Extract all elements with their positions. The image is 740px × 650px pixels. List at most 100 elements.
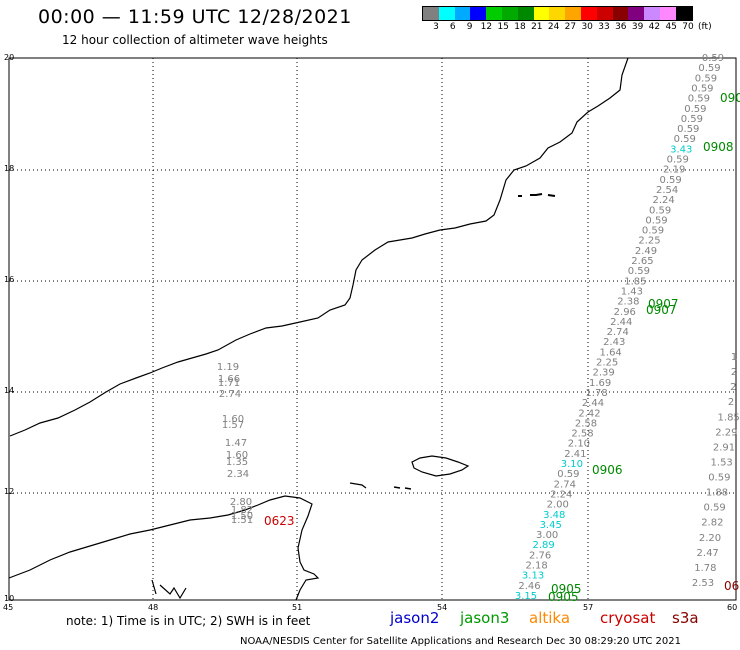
legend-swatch-0 bbox=[423, 7, 439, 20]
legend-label-8: 27 bbox=[564, 22, 577, 32]
swh-east-15: 2.53 bbox=[692, 578, 714, 589]
lat-label-20: 20 bbox=[4, 53, 15, 62]
legend-label-0: 3 bbox=[433, 22, 439, 32]
pass-time-0623: 0623 bbox=[264, 514, 295, 528]
legend-label-13: 42 bbox=[648, 22, 661, 32]
swh-main-13: 2.54 bbox=[656, 185, 678, 196]
swh-east-7: 1.53 bbox=[711, 457, 733, 468]
lat-label-16: 16 bbox=[4, 275, 15, 284]
legend-swatch-11 bbox=[596, 7, 613, 20]
swh-east-10: 0.59 bbox=[704, 503, 726, 514]
footer-note: note: 1) Time is in UTC; 2) SWH is in fe… bbox=[66, 614, 311, 628]
legend-swatch-2 bbox=[454, 7, 471, 20]
swh-main-40: 3.10 bbox=[561, 459, 583, 470]
swh-main-53: 3.15 bbox=[515, 591, 537, 602]
pass-time-0906: 0906 bbox=[592, 463, 623, 477]
legend-label-14: 45 bbox=[665, 22, 677, 32]
swh-west-9: 2.34 bbox=[227, 469, 249, 480]
legend-swatch-16 bbox=[675, 7, 692, 20]
swh-west-10: 2.80 bbox=[230, 497, 252, 508]
swh-main-10: 0.59 bbox=[667, 155, 689, 166]
swh-west-12: 1.50 bbox=[231, 511, 253, 522]
swh-main-7: 0.59 bbox=[677, 124, 699, 135]
swh-main-32: 1.69 bbox=[589, 378, 611, 389]
swh-main-45: 3.48 bbox=[543, 510, 565, 521]
swh-main-22: 1.85 bbox=[624, 276, 646, 287]
pass-time-0907a: 0907 bbox=[648, 297, 679, 311]
swh-main-12: 0.59 bbox=[660, 175, 682, 186]
swh-main-4: 0.59 bbox=[688, 94, 710, 105]
swh-west-2: 1.71 bbox=[218, 378, 240, 389]
swh-main-23: 1.43 bbox=[621, 286, 643, 297]
sat-jason2: jason2 bbox=[390, 609, 440, 627]
swh-main-47: 3.00 bbox=[536, 530, 558, 541]
legend-label-9: 30 bbox=[581, 22, 593, 32]
ground-track-west: 1.191.661.712.741.601.571.471.601.352.34… bbox=[217, 362, 253, 526]
legend-swatch-15 bbox=[659, 7, 676, 20]
swh-east-5: 2.29 bbox=[715, 427, 737, 438]
swh-main-15: 0.59 bbox=[649, 205, 671, 216]
swh-main-52: 2.46 bbox=[518, 581, 540, 592]
swh-main-46: 3.45 bbox=[540, 520, 562, 531]
swh-main-27: 2.74 bbox=[607, 327, 629, 338]
somalia-coastline bbox=[8, 495, 320, 601]
swh-west-4: 1.60 bbox=[222, 414, 244, 425]
swh-east-1: 2 bbox=[731, 367, 737, 378]
ground-track-main: 0.590.590.590.590.590.590.590.590.593.43… bbox=[515, 53, 724, 602]
swh-west-0: 1.19 bbox=[217, 362, 239, 373]
swh-east-14: 1.78 bbox=[694, 563, 716, 574]
arabian-coastline bbox=[9, 57, 629, 437]
swh-main-29: 1.64 bbox=[600, 347, 622, 358]
swh-east-8: 0.59 bbox=[708, 473, 730, 484]
pass-time-0909: 0909 bbox=[720, 91, 740, 105]
island-socotra bbox=[411, 455, 470, 477]
swh-east-9: 1.88 bbox=[706, 488, 728, 499]
swh-main-34: 2.44 bbox=[582, 398, 604, 409]
ground-track-east: 1 2 2 2 1.85 2.29 2.91 1.53 0.59 1.88 0.59 2.82 2.20… bbox=[692, 352, 740, 589]
swh-main-33: 1.78 bbox=[585, 388, 607, 399]
swh-main-2: 0.59 bbox=[695, 73, 717, 84]
swh-main-19: 2.49 bbox=[635, 246, 657, 257]
legend-label-1: 6 bbox=[449, 22, 456, 32]
legend-swatch-4 bbox=[486, 7, 502, 20]
pass-time-0905a: 0905 bbox=[551, 582, 582, 596]
swh-main-48: 2.89 bbox=[533, 540, 555, 551]
island-small-1 bbox=[349, 482, 367, 489]
swh-main-1: 0.59 bbox=[698, 63, 720, 74]
swh-west-11: 1.82 bbox=[231, 505, 253, 516]
swh-west-6: 1.47 bbox=[225, 438, 247, 449]
swh-main-41: 0.59 bbox=[557, 469, 579, 480]
swh-main-35: 2.42 bbox=[578, 408, 600, 419]
swh-main-30: 2.25 bbox=[596, 358, 618, 369]
map-title: 00:00 — 11:59 UTC 12/28/2021 bbox=[38, 6, 352, 28]
island-kuria bbox=[518, 193, 556, 197]
swh-main-18: 2.25 bbox=[638, 236, 660, 247]
swh-main-49: 2.76 bbox=[529, 550, 551, 561]
swh-east-6: 2.91 bbox=[713, 442, 735, 453]
sat-altika: altika bbox=[529, 609, 571, 627]
swh-west-5: 1.57 bbox=[222, 420, 244, 431]
swh-main-25: 2.96 bbox=[614, 307, 636, 318]
swh-main-37: 2.58 bbox=[571, 429, 593, 440]
swh-main-26: 2.44 bbox=[610, 317, 632, 328]
lon-label-60: 60 bbox=[727, 603, 738, 612]
swh-west-13: 1.51 bbox=[231, 515, 253, 526]
legend-swatch-9 bbox=[565, 7, 581, 20]
legend-swatch-3 bbox=[470, 7, 487, 20]
pass-time-0905b: 0905 bbox=[548, 590, 579, 604]
sat-s3a: s3a bbox=[672, 609, 699, 627]
swh-west-1: 1.66 bbox=[218, 374, 240, 385]
swh-main-0: 0.59 bbox=[702, 53, 724, 64]
swh-main-51: 3.13 bbox=[522, 571, 544, 582]
swh-main-38: 2.10 bbox=[568, 439, 590, 450]
swh-east-0: 1 bbox=[731, 352, 737, 363]
legend-label-7: 24 bbox=[547, 22, 560, 32]
swh-main-17: 0.59 bbox=[642, 226, 664, 237]
swh-west-3: 2.74 bbox=[219, 389, 241, 400]
legend-swatch-6 bbox=[517, 7, 534, 20]
swh-main-16: 0.59 bbox=[645, 215, 667, 226]
island-small-2 bbox=[393, 486, 412, 490]
swh-east-13: 2.47 bbox=[697, 548, 719, 559]
swh-main-50: 2.18 bbox=[525, 561, 547, 572]
